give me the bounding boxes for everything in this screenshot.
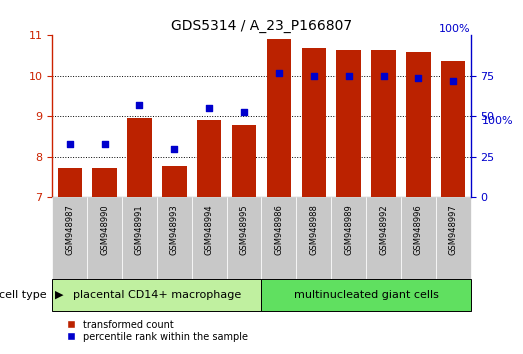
Bar (406, 52, 430, 198)
FancyBboxPatch shape (52, 279, 262, 311)
Point (275, 70, 283, 75)
Text: GSM948992: GSM948992 (379, 204, 388, 255)
Point (170, 146, 178, 152)
Bar (336, 50, 361, 198)
Point (345, 73, 353, 79)
Text: GSM948994: GSM948994 (204, 204, 214, 255)
Bar (93, 168, 117, 198)
Point (379, 73, 388, 79)
Bar (232, 125, 256, 198)
Text: ▶: ▶ (55, 290, 63, 300)
Text: GSM948990: GSM948990 (100, 204, 109, 255)
Text: GSM948996: GSM948996 (414, 204, 423, 255)
Text: GSM948988: GSM948988 (309, 204, 319, 255)
Legend: transformed count, percentile rank within the sample: transformed count, percentile rank withi… (57, 316, 252, 346)
FancyBboxPatch shape (262, 279, 471, 311)
Bar (302, 48, 326, 198)
Text: placental CD14+ macrophage: placental CD14+ macrophage (73, 290, 241, 300)
Text: GSM948989: GSM948989 (344, 204, 353, 255)
FancyBboxPatch shape (226, 198, 262, 279)
Text: multinucleated giant cells: multinucleated giant cells (293, 290, 439, 300)
Text: cell type: cell type (0, 290, 47, 300)
Bar (371, 50, 396, 198)
Text: GSM948986: GSM948986 (275, 204, 283, 255)
Point (65, 141, 74, 147)
Bar (127, 118, 152, 198)
Bar (267, 39, 291, 198)
FancyBboxPatch shape (366, 198, 401, 279)
Point (135, 102, 144, 108)
Y-axis label: 100%: 100% (482, 116, 513, 126)
Text: GSM948993: GSM948993 (170, 204, 179, 255)
FancyBboxPatch shape (122, 198, 157, 279)
Text: 100%: 100% (439, 24, 471, 34)
Point (100, 141, 109, 147)
Bar (162, 166, 187, 198)
Point (449, 78, 458, 84)
Point (310, 73, 318, 79)
Bar (197, 120, 221, 198)
Title: GDS5314 / A_23_P166807: GDS5314 / A_23_P166807 (171, 19, 352, 33)
Text: GSM948995: GSM948995 (240, 204, 248, 255)
FancyBboxPatch shape (52, 198, 87, 279)
FancyBboxPatch shape (157, 198, 192, 279)
FancyBboxPatch shape (87, 198, 122, 279)
Text: GSM948997: GSM948997 (449, 204, 458, 255)
FancyBboxPatch shape (297, 198, 331, 279)
FancyBboxPatch shape (436, 198, 471, 279)
Point (205, 105, 213, 111)
FancyBboxPatch shape (401, 198, 436, 279)
Point (240, 109, 248, 114)
FancyBboxPatch shape (331, 198, 366, 279)
Text: GSM948991: GSM948991 (135, 204, 144, 255)
Point (414, 75, 423, 80)
FancyBboxPatch shape (262, 198, 297, 279)
Text: GSM948987: GSM948987 (65, 204, 74, 255)
FancyBboxPatch shape (192, 198, 226, 279)
Bar (441, 61, 465, 198)
Bar (58, 168, 82, 198)
